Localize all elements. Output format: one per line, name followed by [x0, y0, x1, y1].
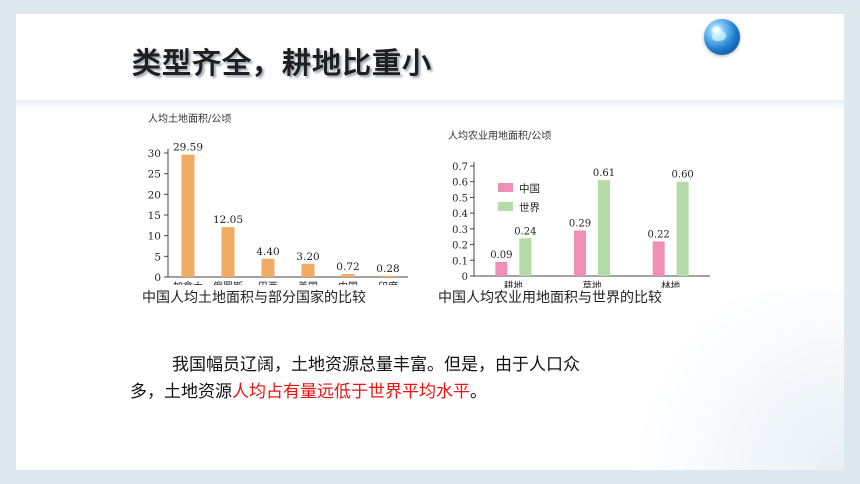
- bar-value-label: 0.29: [569, 218, 591, 229]
- paragraph-highlight: 人均占有量远低于世界平均水平: [232, 382, 470, 402]
- bar: [676, 181, 689, 276]
- category-label: 美国: [298, 280, 318, 285]
- bar-value-label: 0.09: [490, 250, 512, 261]
- y-tick-label: 30: [148, 148, 161, 160]
- bar: [181, 154, 195, 277]
- bar: [341, 274, 355, 277]
- legend-swatch: [498, 202, 513, 211]
- y-axis-label: 人均土地面积/公顷: [148, 112, 231, 125]
- y-tick-label: 0.1: [452, 256, 468, 267]
- bar: [598, 180, 610, 276]
- bar: [519, 238, 532, 276]
- bar: [301, 263, 315, 277]
- y-tick-label: 0: [154, 272, 161, 284]
- land-area-chart: 人均土地面积/公顷 0 5 10 15 20 25 30 29.59 加拿大 12.05 俄罗斯 4.4…: [148, 112, 408, 285]
- category-label: 加拿大: [173, 280, 203, 285]
- y-tick-label: 0.7: [452, 162, 468, 173]
- y-tick-label: 10: [148, 231, 161, 243]
- category-label: 巴西: [258, 281, 278, 285]
- bar-value-label: 0.24: [514, 226, 536, 237]
- bar-value-label: 29.59: [173, 142, 203, 154]
- legend-label: 世界: [519, 202, 540, 214]
- category-label: 草地: [582, 280, 602, 288]
- legend-label: 中国: [519, 182, 540, 195]
- caption-left: 中国人均土地面积与部分国家的比较: [142, 290, 366, 306]
- category-label: 印度: [378, 280, 398, 285]
- y-tick-label: 5: [154, 251, 161, 263]
- bar-value-label: 4.40: [256, 246, 279, 258]
- legend-swatch: [498, 183, 513, 192]
- bar: [221, 227, 235, 277]
- y-tick-label: 0: [462, 272, 468, 283]
- y-tick-label: 25: [148, 169, 161, 181]
- paragraph-text: 我国幅员辽阔，土地资源总量丰富。但是，由于人口众多，土地资源: [130, 355, 580, 402]
- paragraph-end: 。: [470, 382, 487, 402]
- y-tick-label: 20: [148, 189, 161, 201]
- agri-land-chart: 人均农业用地面积/公顷 0 0.1 0.2 0.3 0.4 0.5 0.6 0.7 0.09 0.2…: [448, 129, 710, 288]
- bar-value-label: 0.28: [376, 263, 399, 275]
- category-label: 中国: [338, 280, 358, 285]
- y-tick-label: 0.6: [452, 178, 468, 189]
- header-band: [16, 100, 844, 110]
- y-tick-label: 0.5: [452, 193, 468, 204]
- slide-title: 类型齐全，耕地比重小: [132, 46, 433, 80]
- bar: [261, 258, 275, 277]
- bar-value-label: 12.05: [213, 214, 243, 226]
- bar: [381, 275, 395, 277]
- bar: [574, 230, 586, 276]
- bar-value-label: 0.60: [672, 170, 694, 181]
- bar-value-label: 0.22: [648, 229, 670, 240]
- caption-right: 中国人均农业用地面积与世界的比较: [438, 290, 662, 306]
- y-tick-label: 0.2: [452, 241, 468, 252]
- category-label: 俄罗斯: [213, 280, 243, 285]
- background-watermark: [604, 290, 844, 470]
- bar-value-label: 3.20: [296, 251, 319, 263]
- bar: [495, 261, 508, 276]
- globe-icon: [704, 19, 740, 55]
- bar-value-label: 0.61: [593, 168, 615, 179]
- category-label: 耕地: [504, 280, 524, 288]
- y-axis-label: 人均农业用地面积/公顷: [448, 129, 551, 142]
- slide: [16, 14, 844, 470]
- category-label: 林地: [661, 280, 681, 288]
- bar-value-label: 0.72: [336, 261, 359, 273]
- body-paragraph: 我国幅员辽阔，土地资源总量丰富。但是，由于人口众多，土地资源人均占有量远低于世界…: [130, 352, 600, 406]
- y-tick-label: 0.3: [452, 225, 468, 236]
- y-tick-label: 0.4: [452, 209, 468, 220]
- y-tick-label: 15: [148, 210, 161, 222]
- bar: [652, 241, 665, 276]
